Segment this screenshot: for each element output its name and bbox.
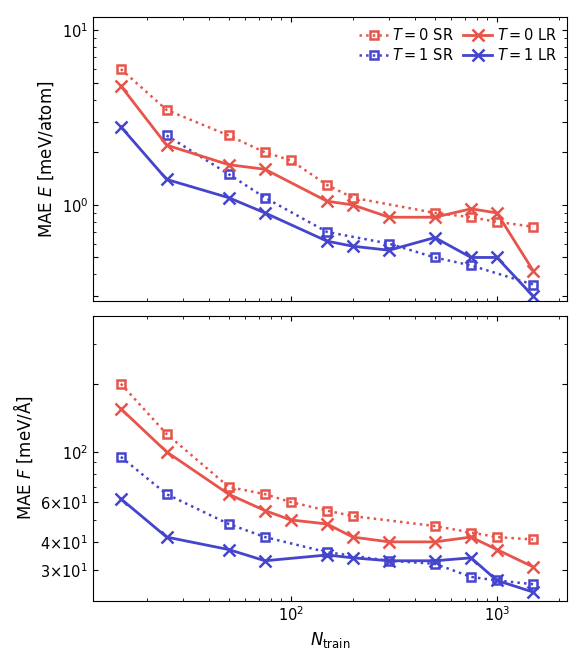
X-axis label: $N_\mathrm{train}$: $N_\mathrm{train}$ (310, 630, 350, 649)
Y-axis label: MAE $F$ [meV/Å]: MAE $F$ [meV/Å] (11, 396, 35, 521)
Y-axis label: MAE $E$ [meV/atom]: MAE $E$ [meV/atom] (37, 81, 56, 238)
Legend: $T=0$ SR, $T=1$ SR, $T=0$ LR, $T=1$ LR: $T=0$ SR, $T=1$ SR, $T=0$ LR, $T=1$ LR (356, 24, 560, 66)
